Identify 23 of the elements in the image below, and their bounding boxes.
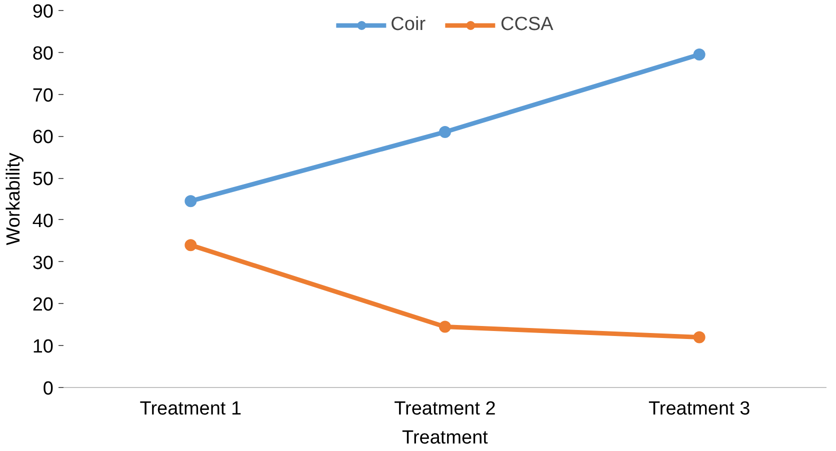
y-tick-label: 20 (32, 294, 54, 316)
y-tick-label: 90 (32, 2, 54, 22)
y-tick-label: 0 (42, 378, 54, 400)
y-tick-label: 70 (32, 85, 54, 106)
y-axis-title: Workability (3, 152, 24, 246)
y-tick-label: 30 (32, 252, 54, 274)
y-tick-label: 80 (32, 43, 54, 64)
legend-label: Coir (390, 14, 426, 36)
point (184, 239, 197, 252)
point (439, 320, 451, 333)
y-tick-label: 60 (32, 127, 54, 148)
point (439, 126, 451, 138)
point (693, 331, 706, 344)
x-axis-title: Treatment (402, 428, 489, 448)
x-tick-label: Treatment 1 (140, 398, 242, 420)
y-tick-label: 50 (32, 169, 54, 190)
x-tick-label: Treatment 3 (648, 398, 750, 420)
point (693, 48, 706, 60)
y-tick-label: 40 (32, 210, 54, 232)
point (184, 195, 197, 208)
x-tick-label: Treatment 2 (394, 398, 496, 420)
legend-label: CCSA (500, 14, 554, 36)
y-tick-label: 10 (32, 336, 54, 358)
